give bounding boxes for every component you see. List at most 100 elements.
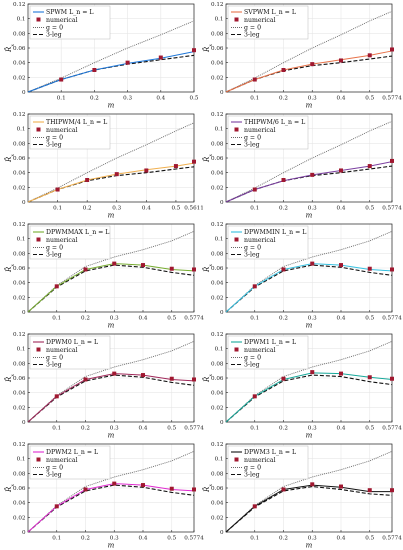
- y-axis-label-base: R̂: [5, 486, 13, 493]
- y-tick-label: 0: [22, 200, 26, 206]
- numerical-marker: [192, 48, 196, 53]
- chart-panel-3: 0.1 0.2 0.3 0.4 0.5 0.5611 0 0.02 0.04 0.06 0.08 0.…: [5, 112, 204, 220]
- legend-numerical-swatch: [36, 347, 41, 352]
- x-axis-label: m: [108, 212, 115, 220]
- plot-frame: [225, 443, 393, 533]
- x-tick-label: 0.5: [365, 206, 374, 212]
- x-tick-label: 0.2: [279, 536, 288, 542]
- y-tick-label: 0.1: [215, 347, 224, 353]
- x-tick-label: 0.5774: [184, 426, 204, 432]
- x-tick-label: 0.4: [156, 96, 165, 102]
- y-tick-label: 0.04: [13, 171, 26, 177]
- y-tick-label: 0.04: [13, 391, 26, 397]
- series-g0-line: [27, 20, 195, 93]
- y-axis-label: R̂x: [203, 44, 214, 53]
- legend-main-label: DPWM2 L_n = L: [46, 449, 98, 456]
- x-tick-label: 0.2: [279, 316, 288, 322]
- numerical-marker: [310, 370, 315, 375]
- x-tick-label: 0.3: [123, 96, 132, 102]
- legend-numerical-swatch: [36, 17, 41, 22]
- numerical-marker: [281, 487, 286, 492]
- y-tick-label: 0.04: [211, 391, 224, 397]
- x-tick-label: 0.4: [139, 426, 148, 432]
- chart-panel-5: 0.1 0.2 0.3 0.4 0.5 0.5774 0 0.02 0.04 0.06 0.08 0.…: [5, 222, 204, 330]
- y-axis-label-sub: x: [10, 264, 16, 267]
- y-tick-label: 0.1: [215, 457, 224, 463]
- legend-g0-label: g = 0: [46, 355, 63, 362]
- x-tick-label: 0.5: [365, 426, 374, 432]
- x-tick-label: 0.2: [279, 96, 288, 102]
- x-tick-label: 0.5: [167, 316, 176, 322]
- y-axis-label-base: R̂: [203, 486, 211, 493]
- y-tick-label: 0: [22, 530, 26, 536]
- numerical-marker: [281, 68, 286, 72]
- y-tick-label: 0.12: [211, 442, 224, 448]
- y-axis-label: R̂x: [203, 264, 214, 273]
- x-axis-label: m: [108, 102, 115, 110]
- y-tick-label: 0.08: [13, 471, 26, 477]
- y-tick-label: 0.12: [211, 222, 224, 228]
- legend-numerical-swatch: [36, 457, 41, 462]
- numerical-marker: [367, 164, 372, 169]
- x-tick-label: 0.5: [167, 426, 176, 432]
- plot-frame: [27, 3, 195, 93]
- y-axis-label-sub: x: [208, 154, 214, 157]
- legend-numerical-swatch: [36, 127, 41, 132]
- numerical-marker: [140, 483, 145, 488]
- x-tick-label: 0.4: [337, 206, 346, 212]
- numerical-marker: [112, 371, 117, 376]
- y-axis-label-base: R̂: [5, 46, 13, 53]
- numerical-marker: [310, 482, 315, 487]
- x-tick-label: 0.5: [167, 536, 176, 542]
- y-tick-label: 0: [220, 90, 224, 96]
- chart-panel-4: 0.1 0.2 0.3 0.4 0.5 0.5774 0 0.02 0.04 0.06 0.08 0.…: [203, 112, 402, 220]
- legend-numerical-swatch: [234, 17, 239, 22]
- y-axis-label-base: R̂: [203, 376, 211, 383]
- x-tick-label: 0.5774: [184, 316, 204, 322]
- legend-numerical-label: numerical: [46, 347, 78, 354]
- chart-panel-9: 0.1 0.2 0.3 0.4 0.5 0.5774 0 0.02 0.04 0.06 0.08 0.…: [5, 442, 204, 550]
- y-tick-label: 0: [22, 420, 26, 426]
- y-tick-label: 0: [220, 310, 224, 316]
- y-tick-label: 0.04: [211, 501, 224, 507]
- y-tick-label: 0.02: [13, 295, 26, 301]
- x-tick-label: 0.2: [81, 536, 90, 542]
- legend-numerical-label: numerical: [244, 237, 276, 244]
- numerical-marker: [192, 487, 196, 492]
- numerical-marker: [367, 53, 372, 58]
- x-tick-label: 0.5: [365, 96, 374, 102]
- numerical-marker: [114, 172, 119, 177]
- numerical-marker: [83, 267, 88, 272]
- series-main-line: [27, 51, 195, 93]
- numerical-marker: [112, 481, 117, 486]
- numerical-marker: [169, 266, 174, 271]
- x-tick-label: 0.4: [142, 206, 151, 212]
- y-axis-label-sub: x: [10, 154, 16, 157]
- legend-main-label: DPWM0 L_n = L: [46, 339, 98, 346]
- y-axis-label-base: R̂: [5, 376, 13, 383]
- y-tick-label: 0: [22, 90, 26, 96]
- legend-3leg-label: 3-leg: [46, 32, 62, 39]
- legend-box: [227, 445, 309, 480]
- x-tick-label: 0.1: [53, 206, 62, 212]
- x-tick-label: 0.2: [83, 206, 92, 212]
- y-tick-label: 0.1: [17, 17, 26, 23]
- y-tick-label: 0.1: [215, 127, 224, 133]
- numerical-marker: [55, 187, 60, 192]
- x-tick-label: 0.5774: [382, 206, 402, 212]
- chart-panel-6: 0.1 0.2 0.3 0.4 0.5 0.5774 0 0.02 0.04 0.06 0.08 0.…: [203, 222, 402, 330]
- y-tick-label: 0.02: [211, 295, 224, 301]
- numerical-marker: [173, 164, 178, 169]
- y-axis-label-sub: x: [208, 484, 214, 487]
- x-tick-label: 0.5774: [382, 316, 402, 322]
- y-tick-label: 0.04: [211, 171, 224, 177]
- numerical-marker: [125, 60, 130, 65]
- x-tick-label: 0.5: [171, 206, 180, 212]
- x-axis-label: m: [306, 212, 313, 220]
- x-tick-label: 0.1: [250, 536, 259, 542]
- y-tick-label: 0: [22, 310, 26, 316]
- y-axis-label: R̂x: [203, 484, 214, 493]
